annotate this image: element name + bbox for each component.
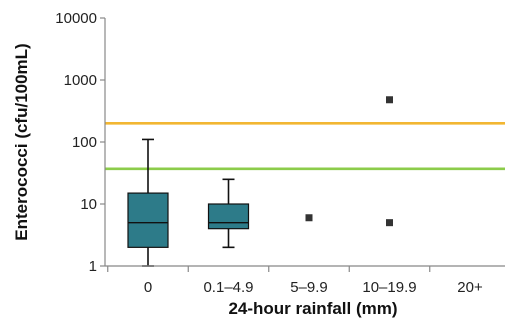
reference-lines [105, 122, 505, 171]
y-tick-label: 100 [72, 134, 97, 151]
y-tick-label: 10 [80, 196, 97, 213]
y-tick-label: 1000 [64, 72, 97, 89]
box-plot [207, 178, 250, 249]
box-iqr [127, 192, 169, 248]
box-plots [127, 138, 250, 267]
outlier-points [305, 96, 393, 227]
x-tick-label: 0 [144, 279, 152, 296]
y-tick-label: 10000 [55, 10, 97, 27]
data-point [386, 96, 393, 104]
x-tick-label: 0.1–4.9 [203, 279, 253, 296]
data-point [386, 219, 393, 227]
box-plot [127, 138, 169, 267]
y-ticks: 1 10 100 1000 10000 [55, 10, 105, 275]
x-tick-label: 10–19.9 [362, 279, 416, 296]
box-iqr [207, 203, 250, 230]
y-axis-title: Enterococci (cfu/100mL) [12, 43, 31, 240]
x-tick-label: 5–9.9 [290, 279, 328, 296]
data-point [305, 214, 313, 222]
x-axis-title: 24-hour rainfall (mm) [228, 299, 397, 318]
y-tick-label: 1 [89, 258, 97, 275]
x-ticks: 0 0.1–4.9 5–9.9 10–19.9 20+ [107, 266, 483, 296]
x-tick-label: 20+ [457, 279, 483, 296]
